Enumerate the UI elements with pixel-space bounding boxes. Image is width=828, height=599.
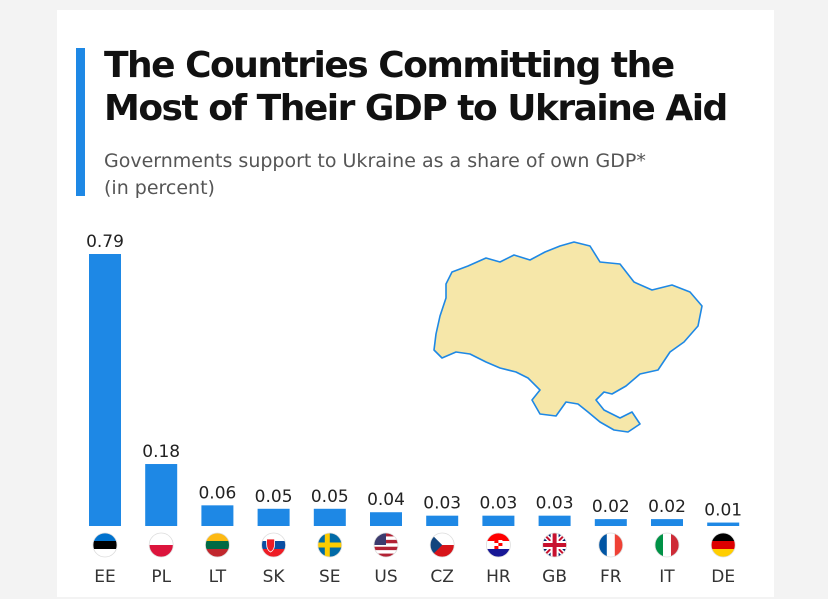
value-label-cz: 0.03 [423,494,461,514]
ukraine-map [433,241,703,433]
category-label-sk: SK [263,567,286,587]
value-label-ee: 0.79 [86,232,124,252]
bar-fr [594,519,627,526]
bar-hr [482,515,515,526]
bar-us [370,512,402,526]
title-line-2: Most of Their GDP to Ukraine Aid [104,88,728,129]
estonia-flag-icon [92,532,118,558]
bar-it [651,519,683,526]
value-label-hr: 0.03 [479,494,517,514]
value-label-lt: 0.06 [198,483,236,503]
value-label-us: 0.04 [367,490,405,510]
bar-cz [426,515,459,526]
category-label-gb: GB [542,567,567,587]
value-label-se: 0.05 [311,487,349,507]
category-label-cz: CZ [430,567,454,587]
category-label-se: SE [319,567,341,587]
usa-flag-icon [373,532,399,558]
sweden-flag-icon [317,532,343,558]
croatia-flag-icon [485,532,511,558]
value-label-sk: 0.05 [255,487,293,507]
category-label-hr: HR [486,567,511,587]
subtitle-line-2: (in percent) [104,177,215,199]
value-label-gb: 0.03 [536,494,574,514]
chart-title: The Countries Committing the Most of The… [104,44,784,130]
category-label-lt: LT [209,567,227,587]
category-label-de: DE [711,567,735,587]
france-flag-icon [598,532,624,558]
bar-de [707,522,740,526]
uk-flag-icon [542,532,567,558]
value-label-de: 0.01 [704,501,742,521]
poland-flag-icon [148,532,174,558]
bar-sk [257,508,290,526]
category-label-us: US [374,567,397,587]
bar-lt [201,505,234,526]
category-label-it: IT [659,567,675,587]
czechia-flag-icon [429,532,455,558]
title-line-1: The Countries Committing the [104,45,675,86]
bar-se [313,508,346,526]
value-label-pl: 0.18 [142,442,180,462]
value-label-fr: 0.02 [592,497,630,517]
italy-flag-icon [654,532,680,558]
bar-gb [538,515,571,526]
chart-subtitle: Governments support to Ukraine as a shar… [104,148,744,202]
germany-flag-icon [710,532,736,558]
slovakia-flag-icon [261,532,287,558]
category-label-fr: FR [600,567,622,587]
bar-ee [89,254,121,526]
value-label-it: 0.02 [648,497,686,517]
lithuania-flag-icon [204,532,230,558]
category-label-ee: EE [94,567,115,587]
bar-pl [145,464,178,526]
title-accent-bar [76,48,85,196]
category-label-pl: PL [151,567,171,587]
subtitle-line-1: Governments support to Ukraine as a shar… [104,150,646,172]
